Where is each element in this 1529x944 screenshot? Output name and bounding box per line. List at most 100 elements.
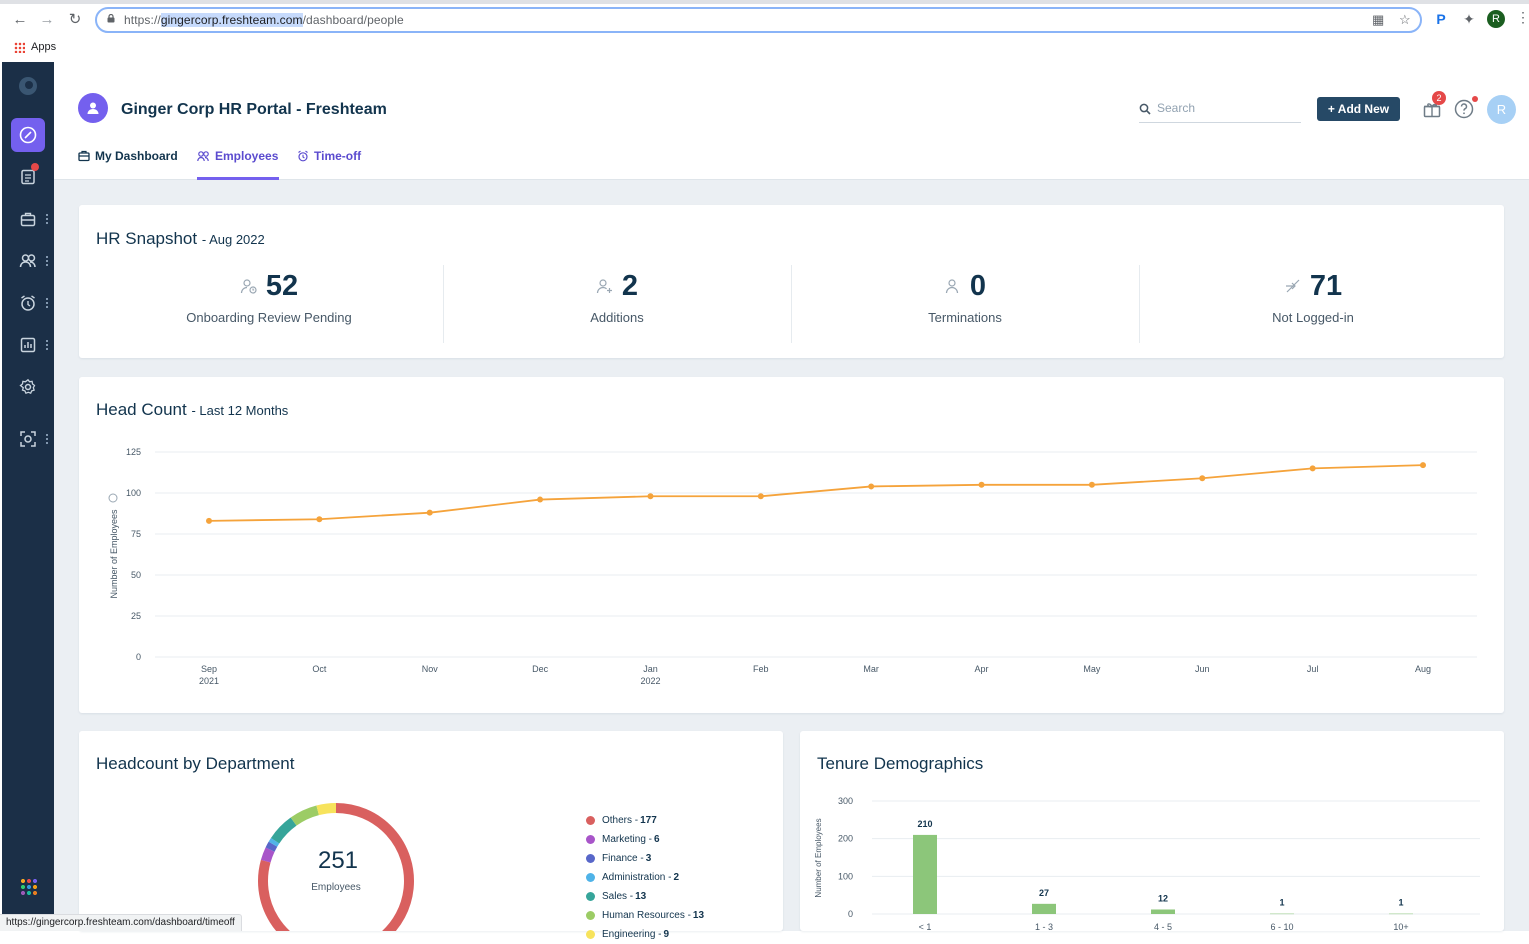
login-off-icon [1285, 279, 1300, 293]
reports-icon [20, 337, 36, 353]
stat-label: Not Logged-in [1272, 310, 1354, 325]
legend-count: 3 [645, 853, 652, 864]
y-tick-label: 25 [131, 611, 141, 621]
browser-menu-icon[interactable]: ⋮ [1516, 9, 1529, 25]
legend-swatch [586, 873, 595, 882]
y-tick-label: 0 [136, 652, 141, 662]
bar-value-label: 210 [917, 819, 932, 829]
legend-label: Administration - [602, 872, 672, 883]
legend-item[interactable]: Engineering - 9 [586, 925, 704, 944]
alarm-icon [21, 295, 35, 311]
donut-slice [265, 841, 278, 852]
y-axis-label: Number of Employees [109, 509, 119, 599]
freshteam-logo-icon [19, 77, 37, 95]
stat-value: 2 [621, 269, 639, 302]
people-icon [19, 254, 36, 268]
data-point [647, 493, 654, 500]
user-avatar[interactable]: R [1487, 95, 1516, 124]
browser-chrome: ← → ↻ https://gingercorp.freshteam.com/d… [0, 0, 1529, 62]
bookmarks-apps[interactable]: Apps [14, 41, 56, 53]
scan-icon [20, 431, 36, 447]
rail-onboarding[interactable] [2, 159, 54, 195]
dashboard-tabs: My Dashboard Employees Time-off [54, 132, 1529, 180]
legend-item[interactable]: Sales - 13 [586, 887, 704, 906]
legend-count: 2 [673, 872, 680, 883]
x-tick-label: 10+ [1393, 922, 1408, 931]
x-tick-label: 6 - 10 [1270, 922, 1293, 931]
stat-label: Terminations [928, 310, 1002, 325]
info-icon [108, 493, 118, 503]
stat-value: 0 [969, 269, 987, 302]
stat-terminations[interactable]: 0 Terminations [791, 267, 1139, 343]
back-icon[interactable]: ← [12, 11, 28, 28]
tab-employees[interactable]: Employees [197, 149, 278, 163]
legend-swatch [586, 892, 595, 901]
lock-icon [107, 14, 115, 23]
x-tick-label: Mar [863, 664, 879, 674]
x-tick-label: 1 - 3 [1035, 922, 1053, 931]
more-icon[interactable] [46, 339, 48, 351]
legend-item[interactable]: Others - 177 [586, 811, 704, 830]
legend-item[interactable]: Administration - 2 [586, 868, 704, 887]
add-new-button[interactable]: + Add New [1317, 97, 1400, 121]
data-point [978, 481, 985, 488]
x-tick-label: Aug [1415, 664, 1431, 674]
stat-onboarding-review[interactable]: 52 Onboarding Review Pending [95, 267, 443, 343]
legend-count: 13 [635, 891, 647, 902]
stat-additions[interactable]: 2 Additions [443, 267, 791, 343]
rail-settings[interactable] [2, 369, 54, 405]
stat-label: Additions [590, 310, 644, 325]
rail-dashboard[interactable] [2, 117, 54, 153]
app-switcher-icon[interactable] [21, 879, 37, 895]
bookmark-star-icon[interactable]: ☆ [1399, 12, 1411, 27]
bar [1032, 903, 1056, 914]
rail-reports[interactable] [2, 327, 54, 363]
x-tick-label: Nov [422, 664, 439, 674]
more-icon[interactable] [46, 297, 48, 309]
dashboard-icon [78, 150, 90, 162]
gift-icon[interactable] [1422, 99, 1442, 119]
extensions-puzzle-icon[interactable]: ✦ [1463, 11, 1475, 27]
divider [443, 265, 444, 343]
freshteam-logo[interactable] [2, 68, 54, 104]
rail-employees[interactable] [2, 243, 54, 279]
data-point [1088, 481, 1095, 488]
tab-label: Employees [215, 149, 279, 163]
help-icon[interactable] [1454, 99, 1474, 119]
data-point [426, 509, 433, 516]
address-bar[interactable]: https://gingercorp.freshteam.com/dashboa… [95, 7, 1422, 33]
bar [913, 834, 937, 914]
tab-my-dashboard[interactable]: My Dashboard [78, 149, 178, 163]
reload-icon[interactable]: ↻ [68, 11, 82, 28]
head-count-line-chart: 0 25 50 75 100 125 Number of Employees Sep 2021 O… [108, 447, 1477, 686]
more-icon[interactable] [46, 255, 48, 267]
forward-icon[interactable]: → [39, 11, 55, 28]
data-point [1199, 475, 1206, 482]
extension-p-icon[interactable]: P [1436, 11, 1446, 27]
legend-item[interactable]: Finance - 3 [586, 849, 704, 868]
donut-total-label: Employees [311, 882, 360, 893]
legend-item[interactable]: Human Resources - 13 [586, 906, 704, 925]
bar-value-label: 12 [1158, 893, 1168, 903]
more-icon[interactable] [46, 213, 48, 225]
stat-not-logged-in[interactable]: 71 Not Logged-in [1139, 267, 1487, 343]
browser-profile-avatar[interactable]: R [1487, 10, 1505, 28]
qr-code-icon[interactable]: ▦ [1372, 12, 1385, 27]
rail-jobs[interactable] [2, 201, 54, 237]
y-tick-label: 300 [838, 796, 853, 806]
donut-total: 251 [318, 847, 358, 874]
x-tick-label: May [1083, 664, 1101, 674]
tab-time-off[interactable]: Time-off [297, 149, 361, 163]
x-tick-label: Dec [532, 664, 549, 674]
search-input[interactable] [1157, 101, 1297, 115]
rail-scan[interactable] [2, 421, 54, 457]
search-box[interactable] [1139, 98, 1301, 123]
plot-group: 0 25 50 75 100 125 Number of Employees Sep 2021 O… [108, 447, 1477, 686]
rail-time-off[interactable] [2, 285, 54, 321]
tab-label: Time-off [314, 149, 362, 163]
more-icon[interactable] [46, 433, 48, 445]
hr-snapshot-title: HR Snapshot - Aug 2022 [96, 229, 265, 248]
browser-status-bar: https://gingercorp.freshteam.com/dashboa… [0, 914, 242, 931]
legend-item[interactable]: Marketing - 6 [586, 830, 704, 849]
clipboard-icon [21, 169, 35, 185]
